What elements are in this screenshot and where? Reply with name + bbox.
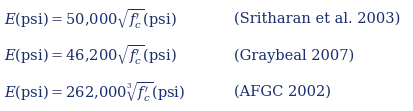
Text: (AFGC 2002): (AFGC 2002) bbox=[233, 85, 330, 99]
Text: $\mathit{E}\mathrm{(psi)=46{,}200}\sqrt{\mathit{f_c^{\prime}}}\mathrm{(psi)}$: $\mathit{E}\mathrm{(psi)=46{,}200}\sqrt{… bbox=[4, 44, 176, 67]
Text: $\mathit{E}\mathrm{(psi)=262{,}000}\sqrt[3]{\mathit{f_c^{\prime}}}\mathrm{(psi)}: $\mathit{E}\mathrm{(psi)=262{,}000}\sqrt… bbox=[4, 80, 185, 104]
Text: (Sritharan et al. 2003): (Sritharan et al. 2003) bbox=[233, 12, 399, 26]
Text: (Graybeal 2007): (Graybeal 2007) bbox=[233, 48, 353, 63]
Text: $\mathit{E}\mathrm{(psi)=50{,}000}\sqrt{\mathit{f_c^{\prime}}}\mathrm{(psi)}$: $\mathit{E}\mathrm{(psi)=50{,}000}\sqrt{… bbox=[4, 7, 176, 31]
